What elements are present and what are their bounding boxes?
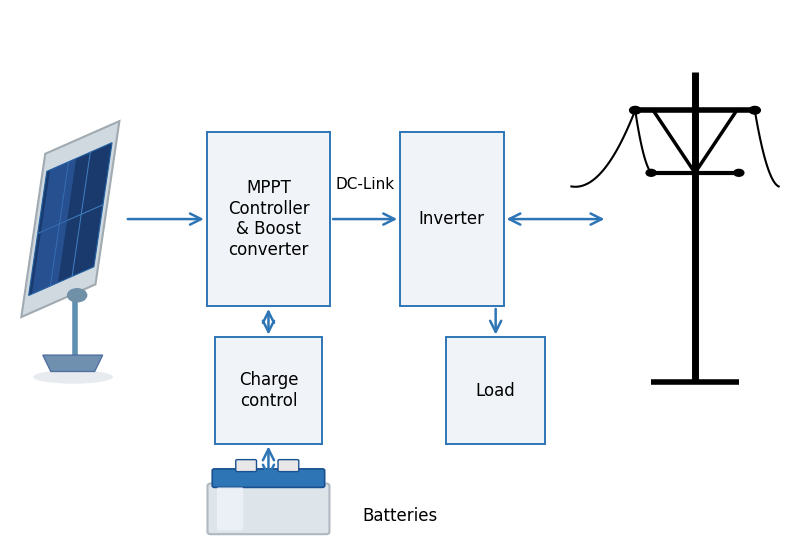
FancyBboxPatch shape [217, 487, 243, 531]
FancyBboxPatch shape [400, 132, 504, 306]
FancyBboxPatch shape [206, 132, 330, 306]
Text: DC-Link: DC-Link [335, 177, 394, 192]
Text: MPPT
Controller
& Boost
converter: MPPT Controller & Boost converter [228, 179, 310, 259]
Text: Charge
control: Charge control [238, 371, 298, 410]
FancyBboxPatch shape [207, 484, 330, 534]
Text: Inverter: Inverter [419, 210, 485, 228]
Circle shape [630, 107, 641, 114]
FancyBboxPatch shape [278, 459, 298, 472]
Polygon shape [32, 159, 76, 294]
FancyBboxPatch shape [212, 469, 325, 487]
Circle shape [749, 107, 760, 114]
Polygon shape [29, 143, 112, 295]
Circle shape [734, 170, 744, 176]
Circle shape [67, 289, 86, 302]
FancyBboxPatch shape [236, 459, 257, 472]
Polygon shape [43, 355, 102, 371]
Polygon shape [22, 121, 119, 317]
Ellipse shape [34, 370, 113, 383]
FancyBboxPatch shape [446, 337, 546, 444]
Text: Load: Load [476, 381, 515, 399]
FancyBboxPatch shape [214, 337, 322, 444]
Text: Batteries: Batteries [362, 507, 438, 525]
Circle shape [646, 170, 656, 176]
